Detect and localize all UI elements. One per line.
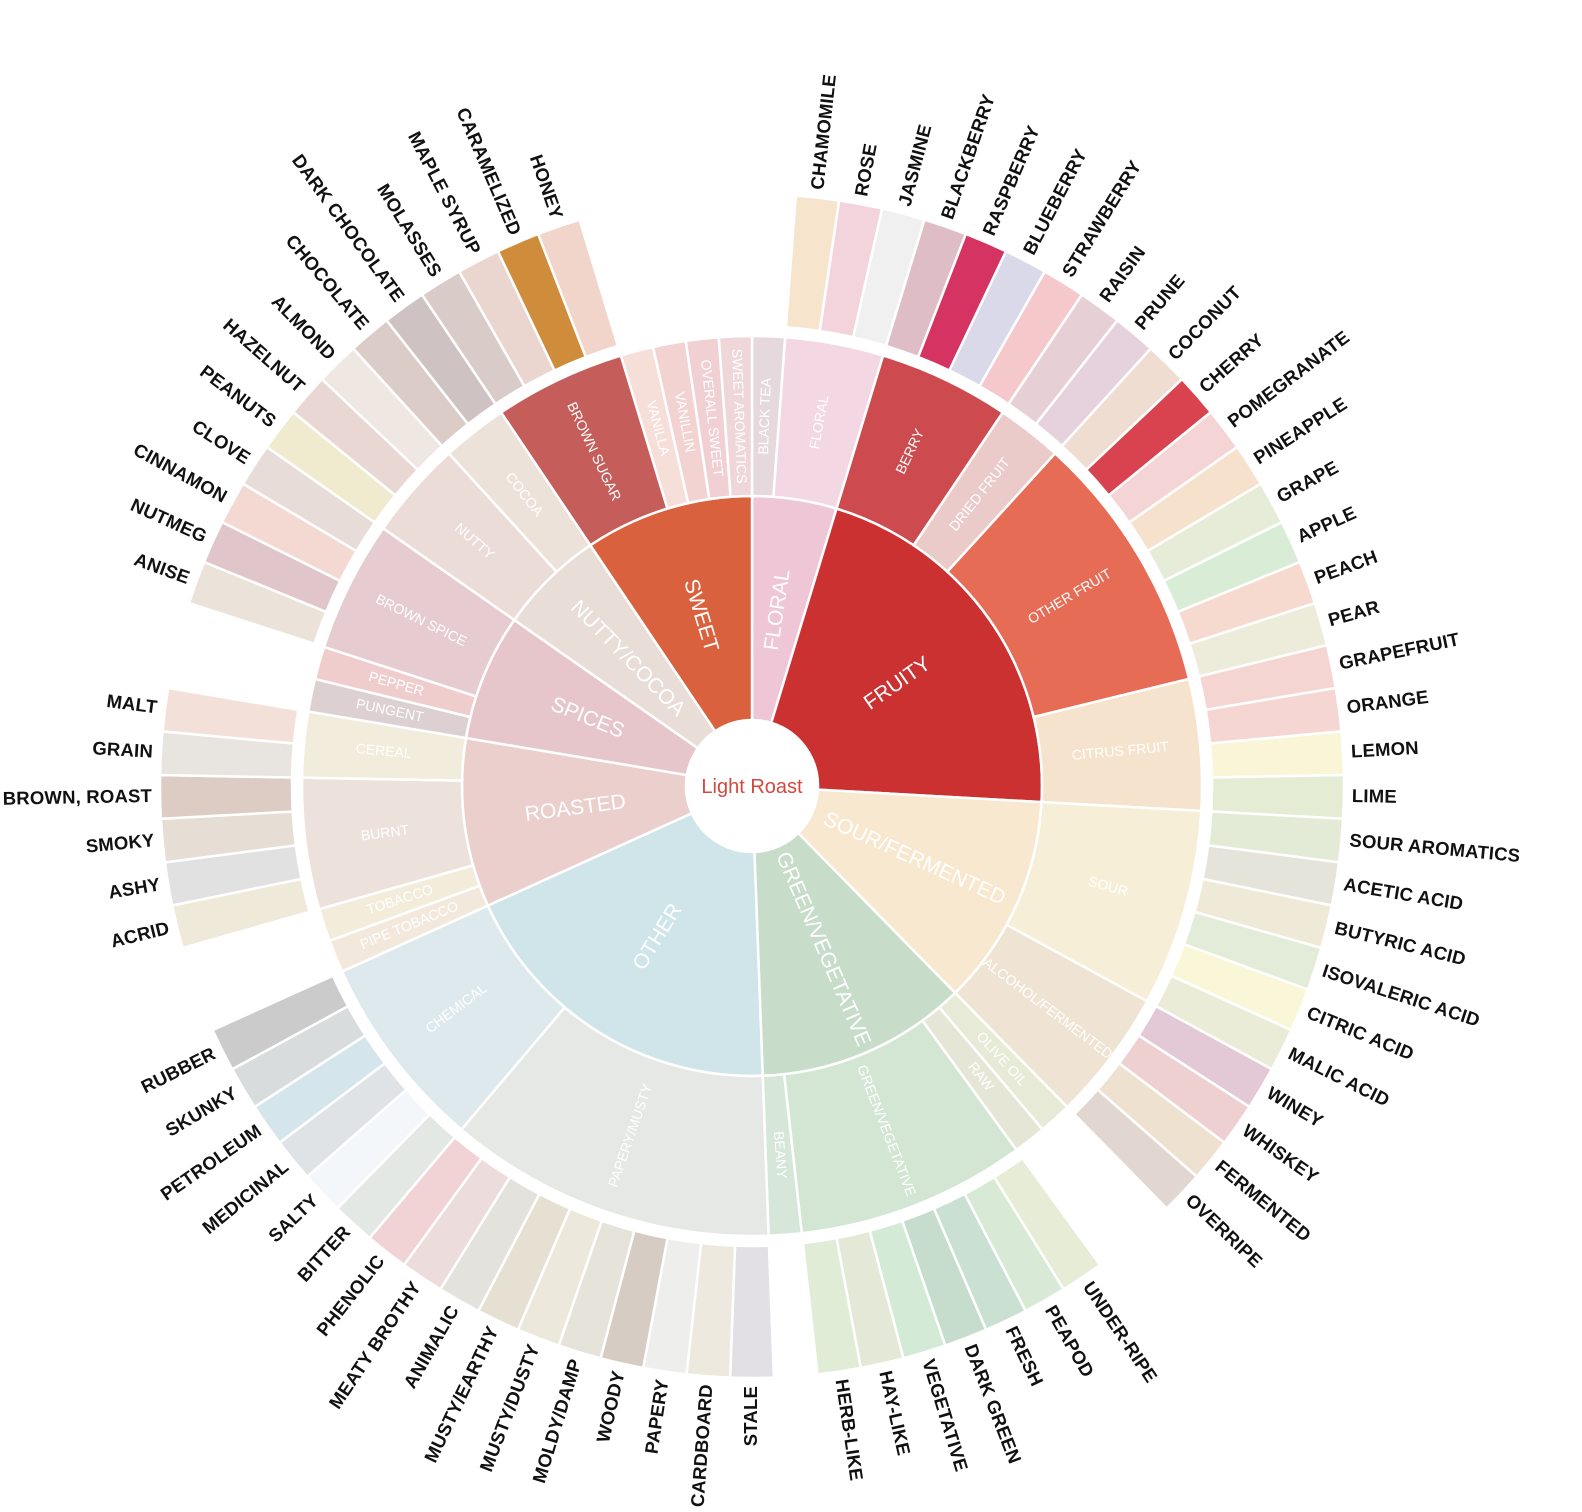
leaf-honey [536,218,620,359]
leaf-label-acrid: ACRID [108,917,171,952]
leaf-label-anise: ANISE [132,548,193,588]
leaf-label-fresh: FRESH [1001,1323,1047,1390]
leaf-label-bitter: BITTER [293,1221,354,1285]
leaf-label-cherry: CHERRY [1195,329,1268,397]
leaf-label-papery: PAPERY [641,1377,673,1455]
leaf-overripe [1072,1087,1199,1211]
subcategory-label-black-tea: BLACK TEA [755,377,774,455]
subcategory-label-beany: BEANY [771,1131,791,1180]
leaf-label-orange: ORANGE [1345,686,1429,717]
leaf-label-malt: MALT [105,690,159,717]
leaf-label-rubber: RUBBER [138,1043,219,1098]
wheel-segments [158,194,1346,1380]
leaf-label-lemon: LEMON [1350,737,1419,762]
leaf-label-herb-like: HERB-LIKE [832,1378,868,1483]
leaf-stale [728,1244,776,1380]
leaf-label-chamomile: CHAMOMILE [806,73,840,190]
leaf-brown-roast [158,773,295,821]
subcategory-sweet-aromatics [717,334,754,499]
leaf-label-lime: LIME [1352,785,1397,807]
leaf-label-dark-chocolate: DARK CHOCOLATE [288,150,409,306]
leaf-label-jasmine: JASMINE [894,122,936,208]
leaf-label-rose: ROSE [850,142,880,198]
leaf-label-smoky: SMOKY [85,829,156,856]
leaf-herb-like [801,1236,863,1376]
leaf-label-vegetative: VEGETATIVE [918,1356,972,1474]
leaf-label-winey: WINEY [1263,1082,1327,1132]
leaf-label-salty: SALTY [264,1189,323,1246]
leaf-label-animalic: ANIMALIC [399,1301,463,1391]
leaf-label-moldy-damp: MOLDY/DAMP [528,1356,586,1485]
leaf-label-raisin: RAISIN [1095,242,1150,306]
leaf-label-hay-like: HAY-LIKE [875,1369,914,1458]
leaf-rubber [211,974,350,1071]
leaf-label-woody: WOODY [592,1368,629,1444]
leaf-malt [161,686,300,745]
subcategory-label-cereal: CEREAL [355,740,412,761]
leaf-label-pear: PEAR [1326,596,1382,630]
leaf-label-prune: PRUNE [1130,270,1189,334]
leaf-label-ashy: ASHY [107,873,162,902]
center-disc [686,720,818,852]
center-label: Light Roast [701,776,803,798]
leaf-label-peach: PEACH [1311,546,1380,588]
leaf-label-cardboard: CARDBOARD [687,1383,717,1507]
leaf-label-butyric-acid: BUTYRIC ACID [1333,917,1468,969]
leaf-label-grain: GRAIN [92,737,154,761]
leaf-label-clove: CLOVE [189,416,255,469]
leaf-label-apple: APPLE [1294,502,1360,547]
leaf-label-brown-roast: BROWN, ROAST [3,785,153,809]
leaf-label-peapod: PEAPOD [1041,1301,1098,1380]
subcategory-label-sweet-aromatics: SWEET AROMATICS [729,349,750,484]
leaf-label-sour-aromatics: SOUR AROMATICS [1349,829,1522,866]
leaf-label-grape: GRAPE [1273,456,1342,506]
subcategory-label-burnt: BURNT [360,821,410,843]
leaf-label-skunky: SKUNKY [162,1082,241,1141]
leaf-label-nutmeg: NUTMEG [128,494,211,547]
leaf-label-acetic-acid: ACETIC ACID [1342,873,1465,914]
leaf-label-honey: HONEY [526,152,568,222]
leaf-label-stale: STALE [740,1386,761,1446]
leaf-label-grapefruit: GRAPEFRUIT [1337,628,1461,673]
